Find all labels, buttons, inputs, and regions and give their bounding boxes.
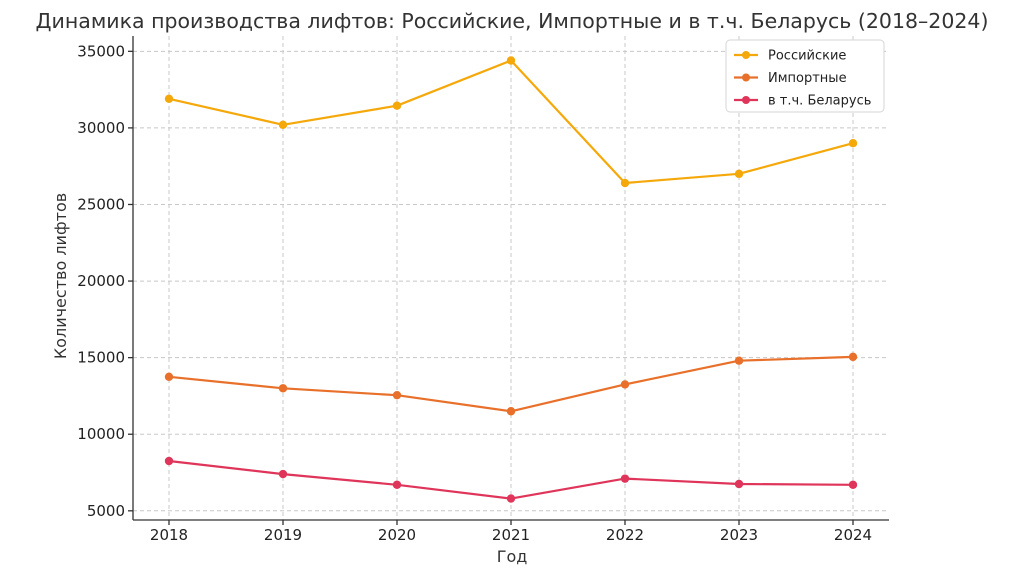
data-point	[278, 384, 288, 393]
legend-box	[725, 39, 885, 113]
legend-item: Импортные	[734, 71, 847, 86]
data-point	[848, 139, 858, 148]
data-point	[620, 474, 630, 483]
data-point	[506, 494, 516, 503]
data-point	[734, 169, 744, 179]
legend-label: Российские	[768, 49, 846, 64]
y-tick-label: 20000	[77, 272, 125, 290]
x-tick-label: 2021	[492, 526, 530, 544]
chart-title: Динамика производства лифтов: Российские…	[36, 9, 989, 33]
y-tick-label: 25000	[77, 195, 125, 213]
x-tick-label: 2024	[834, 526, 872, 544]
x-axis-label: Год	[497, 547, 528, 566]
legend-item: Российские	[734, 49, 846, 64]
legend-label: Импортные	[768, 71, 847, 86]
legend-swatch-marker	[742, 51, 750, 59]
legend-label: в т.ч. Беларусь	[768, 94, 871, 109]
data-point	[164, 94, 174, 103]
data-point	[734, 479, 744, 489]
data-point	[620, 178, 630, 188]
legend-swatch-marker	[742, 73, 750, 82]
legend-swatch-marker	[742, 96, 750, 104]
data-point	[278, 120, 288, 130]
x-tick-label: 2019	[264, 526, 302, 544]
data-point	[506, 407, 516, 416]
data-point	[620, 380, 630, 389]
data-point	[278, 469, 288, 479]
y-tick-label: 30000	[77, 119, 125, 137]
x-tick-label: 2023	[720, 526, 758, 544]
data-point	[392, 480, 402, 489]
data-point	[506, 56, 516, 65]
x-tick-label: 2020	[378, 526, 416, 544]
y-tick-label: 10000	[77, 425, 125, 443]
y-axis-label: Количество лифтов	[51, 193, 70, 359]
y-tick-label: 35000	[77, 42, 125, 60]
legend: Российские Импортные в т.ч. Беларусь	[725, 39, 885, 113]
data-point	[848, 352, 858, 362]
data-point	[392, 390, 402, 400]
y-tick-label: 5000	[87, 502, 125, 520]
data-point	[848, 480, 858, 489]
axes	[128, 36, 889, 525]
data-point	[164, 372, 174, 381]
legend-item: в т.ч. Беларусь	[734, 94, 871, 109]
x-tick-label: 2018	[150, 526, 188, 544]
y-tick-label: 15000	[77, 349, 125, 367]
data-point	[392, 101, 402, 110]
data-point	[164, 456, 174, 466]
series	[164, 56, 858, 503]
data-point	[734, 356, 744, 365]
tick-labels: 2018 2019 2020 2021 2022 2023 2024 5000 10000 150…	[77, 42, 872, 544]
x-tick-label: 2022	[606, 526, 644, 544]
grid	[133, 36, 889, 520]
